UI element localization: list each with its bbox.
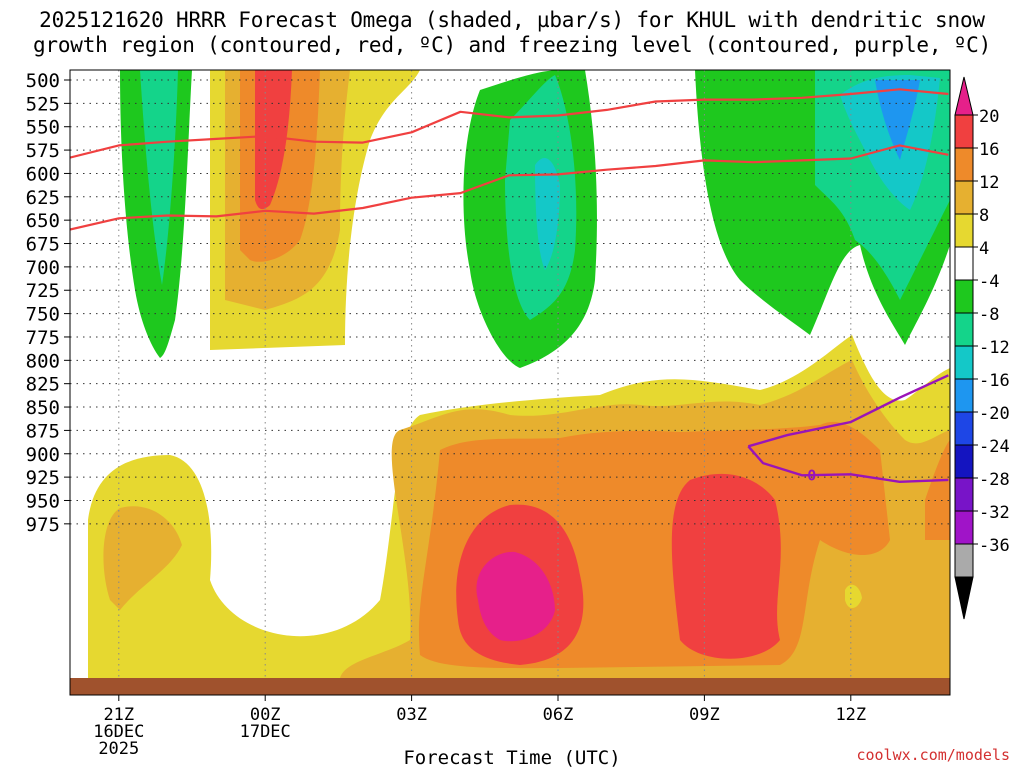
colorbar-label--12: -12 <box>979 338 1010 358</box>
colorbar-label-20: 20 <box>979 107 999 127</box>
omega-region-descent-low-main-20 <box>476 551 555 642</box>
omega-region-descent-east-12 <box>925 440 950 540</box>
colorbar-swatch-4 <box>954 213 974 248</box>
omega-region-descent-00z-16 <box>255 70 292 210</box>
colorbar-label--8: -8 <box>979 305 999 325</box>
x-axis-title: Forecast Time (UTC) <box>403 747 621 769</box>
y-tick-label-975: 975 <box>26 514 60 536</box>
y-tick-label-675: 675 <box>26 234 60 256</box>
x-tick-label-12Z: 12Z <box>835 705 866 725</box>
omega-region-descent-low-21z-8 <box>103 506 182 610</box>
colorbar-label--28: -28 <box>979 470 1010 490</box>
y-tick-label-950: 950 <box>26 490 60 512</box>
colorbar-swatch-8 <box>954 345 974 380</box>
freezing-level-label: 0 <box>807 466 816 484</box>
omega-region-ascent-06z-col-12 <box>535 157 560 270</box>
dgz-contour-dgz-lower <box>70 144 949 231</box>
chart-title-line-1: 2025121620 HRRR Forecast Omega (shaded, … <box>39 8 985 32</box>
colorbar-swatch-5 <box>954 246 974 281</box>
x-tick-label-06Z: 06Z <box>543 705 574 725</box>
y-tick-label-775: 775 <box>26 327 60 349</box>
omega-region-descent-09z-16 <box>671 473 781 659</box>
y-tick-label-500: 500 <box>26 70 60 92</box>
colorbar-label--24: -24 <box>979 437 1010 457</box>
y-tick-label-575: 575 <box>26 140 60 162</box>
omega-region-ascent-east-16 <box>875 80 920 160</box>
x-tick-label-09Z: 09Z <box>689 705 720 725</box>
y-tick-label-650: 650 <box>26 210 60 232</box>
colorbar-swatch-2 <box>954 147 974 182</box>
colorbar-swatch-6 <box>954 279 974 314</box>
colorbar-swatch-7 <box>954 312 974 347</box>
x-tick-label-21Z: 21Z <box>103 705 134 725</box>
x-tick-year-21Z: 2025 <box>98 739 139 759</box>
y-tick-label-600: 600 <box>26 163 60 185</box>
y-tick-label-800: 800 <box>26 350 60 372</box>
colorbar-swatch-12 <box>954 477 974 512</box>
chart-title-line-2: growth region (contoured, red, ºC) and f… <box>32 33 992 57</box>
x-tick-date-21Z: 16DEC <box>93 722 144 742</box>
colorbar-cap-top <box>954 76 974 116</box>
site-credit: coolwx.com/models <box>856 746 1010 764</box>
plot-frame <box>69 69 951 696</box>
grid <box>70 70 950 678</box>
x-tick-label-03Z: 03Z <box>396 705 427 725</box>
y-axis: 5005255505756006256506757007257507758008… <box>26 70 70 536</box>
colorbar-label-8: 8 <box>979 206 989 226</box>
colorbar-swatch-11 <box>954 444 974 479</box>
y-tick-label-725: 725 <box>26 280 60 302</box>
y-tick-label-875: 875 <box>26 420 60 442</box>
y-tick-label-850: 850 <box>26 397 60 419</box>
colorbar: 20 16 12 8 4 -4 -8 -12 -16 -20 -24 -28 -32 -36 <box>954 76 1010 620</box>
y-tick-label-625: 625 <box>26 187 60 209</box>
colorbar-cap-bottom <box>954 576 974 620</box>
colorbar-label-16: 16 <box>979 140 999 160</box>
colorbar-swatch-9 <box>954 378 974 413</box>
colorbar-label-4: 4 <box>979 239 989 259</box>
colorbar-swatch-3 <box>954 180 974 215</box>
omega-shading <box>88 70 950 680</box>
colorbar-label-12: 12 <box>979 173 999 193</box>
omega-region-descent-small-yellow <box>845 584 862 609</box>
y-tick-label-525: 525 <box>26 93 60 115</box>
y-tick-label-700: 700 <box>26 257 60 279</box>
colorbar-label--36: -36 <box>979 536 1010 556</box>
freezing-level-lower <box>747 445 949 484</box>
colorbar-label--20: -20 <box>979 404 1010 424</box>
terrain-ground <box>70 678 950 695</box>
colorbar-swatch-1 <box>954 114 974 149</box>
colorbar-label--4: -4 <box>979 272 999 292</box>
y-tick-label-825: 825 <box>26 374 60 396</box>
dgz-contour-dgz-upper <box>70 88 949 159</box>
colorbar-swatch-10 <box>954 411 974 446</box>
contours: 0 <box>70 88 949 484</box>
omega-region-ascent-east-12 <box>840 75 940 210</box>
colorbar-swatch-13 <box>954 510 974 545</box>
omega-region-ascent-west-col1-8 <box>140 70 178 285</box>
freezing-level-upper <box>747 374 949 448</box>
y-tick-label-750: 750 <box>26 304 60 326</box>
y-tick-label-900: 900 <box>26 444 60 466</box>
colorbar-swatch-14 <box>954 543 974 578</box>
y-tick-label-550: 550 <box>26 117 60 139</box>
x-tick-date-00Z: 17DEC <box>240 722 291 742</box>
colorbar-label--32: -32 <box>979 503 1010 523</box>
y-tick-label-925: 925 <box>26 467 60 489</box>
x-tick-label-00Z: 00Z <box>250 705 281 725</box>
colorbar-label--16: -16 <box>979 371 1010 391</box>
